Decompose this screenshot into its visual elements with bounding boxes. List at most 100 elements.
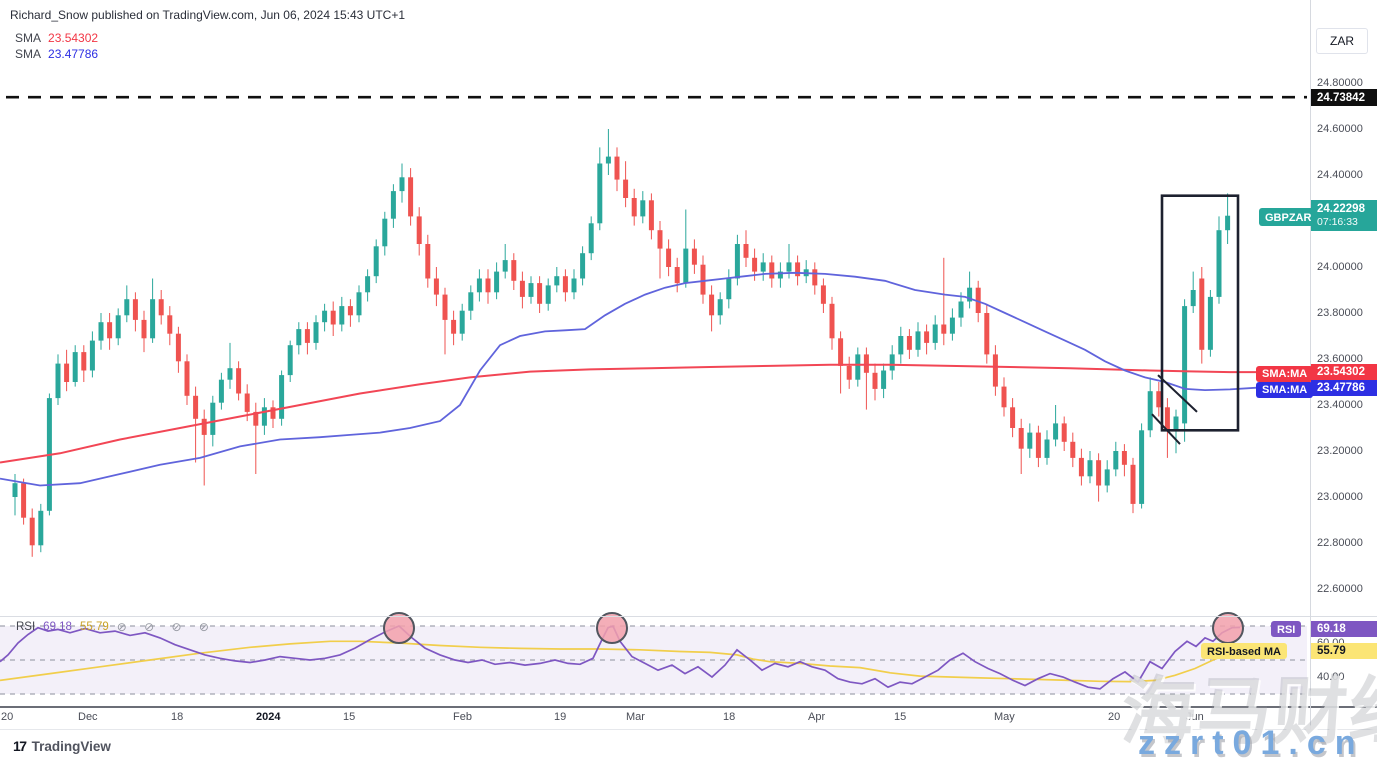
- time-tick-label[interactable]: Jun: [1186, 711, 1204, 723]
- price-tick-label[interactable]: 23.40000: [1317, 398, 1363, 411]
- price-tick-label[interactable]: 23.00000: [1317, 490, 1363, 503]
- time-tick-label[interactable]: May: [994, 711, 1015, 723]
- price-tick-label[interactable]: 24.80000: [1317, 76, 1363, 89]
- time-tick-label[interactable]: Dec: [78, 711, 98, 723]
- candle-body: [906, 336, 912, 350]
- candle-body: [511, 260, 517, 281]
- candle-body: [382, 218, 388, 247]
- candle-body: [1121, 451, 1127, 465]
- tradingview-branding[interactable]: 17 TradingView: [13, 738, 111, 754]
- candle-body: [12, 483, 18, 497]
- time-tick-label[interactable]: 18: [723, 711, 736, 723]
- candle-body: [769, 262, 775, 279]
- candle-body: [1190, 290, 1196, 307]
- trendline-annotation[interactable]: [1157, 374, 1198, 413]
- candle-body: [227, 368, 233, 380]
- candle-body: [29, 517, 35, 546]
- candle-body: [1104, 469, 1110, 486]
- time-tick-label[interactable]: Feb: [453, 711, 472, 723]
- candle-body: [752, 257, 758, 272]
- time-tick-label[interactable]: 20: [1108, 711, 1121, 723]
- rsi-settings-icons[interactable]: ⊘ ⊘ ⊘ ⊘: [116, 620, 216, 634]
- candle-body: [924, 331, 930, 343]
- sma-blue-axis-label: 23.47786: [1311, 380, 1377, 396]
- sma-red-legend-label: SMA: [15, 31, 42, 45]
- candle-body: [261, 407, 267, 426]
- candle-body: [1156, 391, 1162, 408]
- sma-blue-line: [0, 271, 1308, 487]
- tradingview-logo-icon: 17: [13, 738, 27, 754]
- price-tick-label[interactable]: 24.00000: [1317, 260, 1363, 273]
- candle-body: [1027, 432, 1033, 449]
- candle-body: [1182, 306, 1188, 424]
- trendline-annotation[interactable]: [1151, 413, 1181, 445]
- sma-blue-price-flag: SMA:MA: [1256, 381, 1314, 398]
- sma-red-legend-row[interactable]: SMA 23.54302: [15, 31, 98, 45]
- candle-body: [528, 283, 534, 297]
- candle-body: [494, 271, 500, 293]
- time-tick-label[interactable]: 20: [1, 711, 14, 723]
- candle-body: [416, 216, 422, 244]
- sma-blue-legend-row[interactable]: SMA 23.47786: [15, 47, 98, 61]
- candle-body: [829, 303, 835, 339]
- candle-body: [631, 198, 637, 217]
- candle-body: [330, 310, 336, 325]
- candle-body: [55, 363, 61, 399]
- box-annotation[interactable]: [1160, 194, 1240, 432]
- candle-body: [519, 280, 525, 297]
- time-tick-label[interactable]: Apr: [808, 711, 826, 723]
- overbought-circle-marker: [596, 612, 628, 644]
- candle-body: [1113, 451, 1119, 470]
- candle-body: [605, 156, 611, 164]
- price-tick-label[interactable]: 22.80000: [1317, 536, 1363, 549]
- price-tick-label[interactable]: 22.60000: [1317, 582, 1363, 595]
- candle-body: [141, 319, 147, 339]
- candle-body: [1207, 296, 1213, 350]
- candle-body: [855, 354, 861, 380]
- candle-body: [72, 352, 78, 382]
- time-tick-label[interactable]: Mar: [626, 711, 645, 723]
- price-tick-label[interactable]: 24.60000: [1317, 122, 1363, 135]
- candle-body: [657, 230, 663, 249]
- price-tick-label[interactable]: 24.40000: [1317, 168, 1363, 181]
- candle-body: [984, 313, 990, 355]
- candle-body: [915, 331, 921, 350]
- candle-body: [863, 354, 869, 373]
- time-tick-label[interactable]: 2024: [256, 711, 281, 723]
- candle-body: [571, 278, 577, 293]
- candle-body: [89, 340, 95, 371]
- overbought-circle-marker: [383, 612, 415, 644]
- time-tick-label[interactable]: 15: [343, 711, 356, 723]
- rsi-axis-label: 69.18: [1311, 620, 1377, 637]
- candle-body: [1096, 460, 1102, 486]
- candle-body: [872, 372, 878, 389]
- price-tick-label[interactable]: 23.80000: [1317, 306, 1363, 319]
- candle-body: [580, 253, 586, 279]
- price-tick-label[interactable]: 23.20000: [1317, 444, 1363, 457]
- candle-body: [218, 379, 224, 403]
- time-tick-label[interactable]: 18: [171, 711, 184, 723]
- candle-body: [373, 246, 379, 277]
- candle-body: [304, 329, 310, 343]
- currency-toggle-button[interactable]: ZAR: [1316, 28, 1368, 54]
- price-tick-label[interactable]: 23.60000: [1317, 352, 1363, 365]
- candle-body: [623, 179, 629, 198]
- tradingview-brand-name: TradingView: [31, 738, 111, 754]
- candle-body: [244, 393, 250, 412]
- candle-body: [717, 299, 723, 316]
- candle-body: [81, 352, 87, 371]
- candle-body: [562, 276, 568, 293]
- sma-red-legend-value: 23.54302: [48, 31, 99, 45]
- rsi-legend-row[interactable]: RSI 69.18 55.79 ⊘ ⊘ ⊘ ⊘: [16, 620, 216, 634]
- time-tick-label[interactable]: 19: [554, 711, 567, 723]
- candle-body: [167, 315, 173, 334]
- candle-body: [107, 322, 113, 339]
- rsi-tick-label[interactable]: 40.00: [1317, 670, 1345, 683]
- candle-body: [898, 336, 904, 355]
- rsi-ma-legend-value: 55.79: [79, 621, 109, 633]
- candle-body: [356, 292, 362, 316]
- candle-body: [1053, 423, 1059, 440]
- time-tick-label[interactable]: 15: [894, 711, 907, 723]
